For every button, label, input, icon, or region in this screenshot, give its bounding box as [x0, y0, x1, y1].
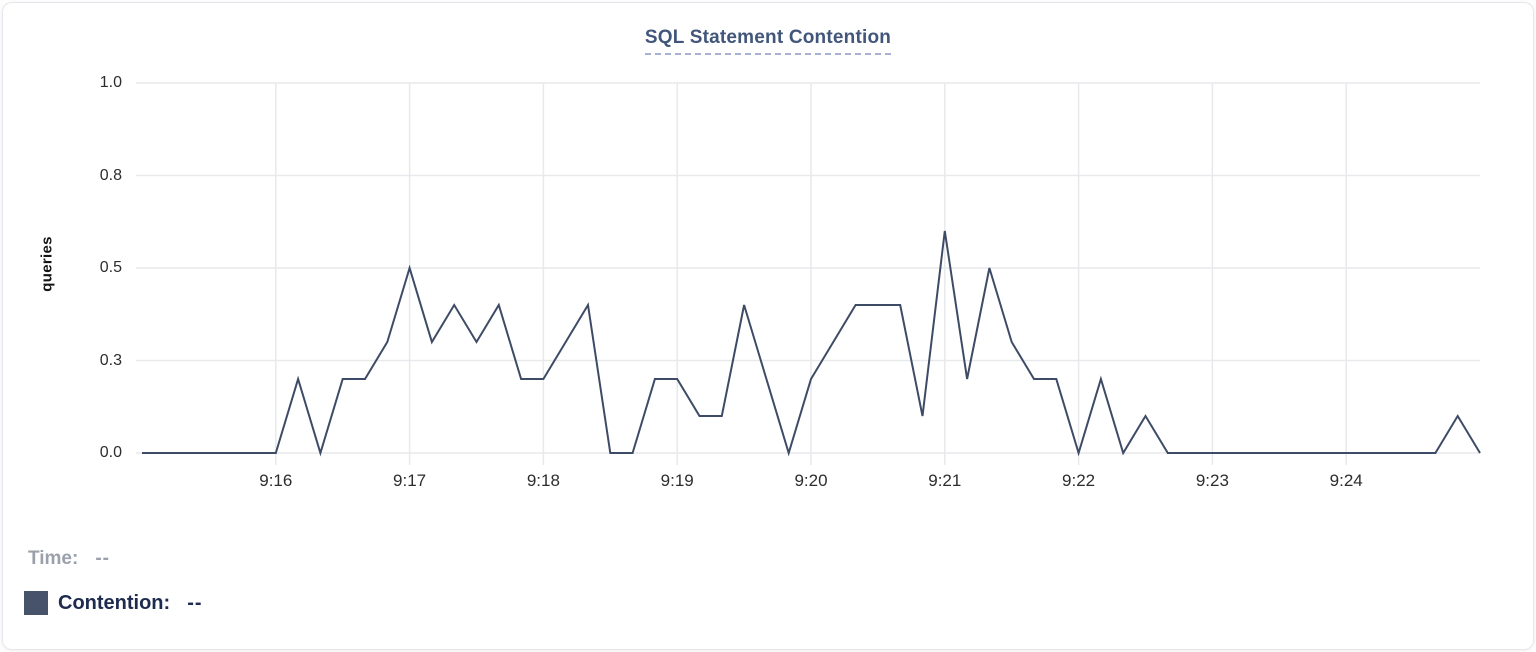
y-tick-label: 0.3	[99, 351, 122, 369]
legend-time-value: --	[95, 548, 110, 569]
contention-line-chart[interactable]	[0, 0, 1536, 500]
x-tick-label: 9:23	[1195, 471, 1229, 490]
legend-time-row: Time: --	[28, 548, 110, 570]
legend-time-label: Time:	[28, 548, 79, 569]
x-tick-label: 9:22	[1062, 471, 1096, 490]
x-tick-label: 9:21	[928, 471, 962, 490]
x-tick-label: 9:17	[393, 471, 427, 490]
x-tick-label: 9:16	[259, 471, 293, 490]
y-tick-label: 0.5	[99, 259, 122, 276]
y-tick-label: 0.8	[99, 166, 122, 184]
legend-contention-label: Contention:	[58, 591, 171, 614]
x-tick-label: 9:24	[1329, 471, 1363, 490]
x-tick-label: 9:20	[794, 471, 828, 490]
chart-header: SQL Statement Contention	[0, 27, 1536, 55]
chart-title[interactable]: SQL Statement Contention	[644, 27, 892, 55]
contention-series-line[interactable]	[142, 230, 1481, 457]
legend-contention-value: --	[187, 591, 203, 614]
y-tick-label: 0.0	[99, 444, 122, 461]
contention-series-swatch	[24, 591, 48, 615]
legend-contention-row: Contention: --	[24, 591, 203, 615]
x-tick-label: 9:18	[526, 471, 560, 490]
y-tick-label: 1.0	[99, 74, 122, 91]
x-tick-label: 9:19	[660, 471, 694, 490]
